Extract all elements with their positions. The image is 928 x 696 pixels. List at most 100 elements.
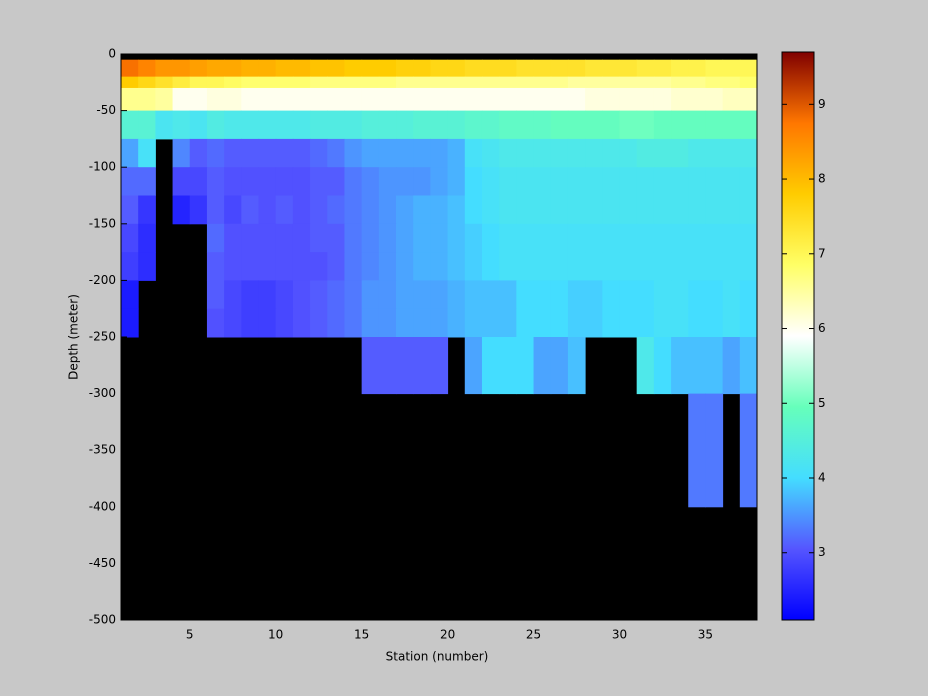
cell xyxy=(378,59,397,78)
cell xyxy=(258,87,277,112)
cell xyxy=(413,110,431,140)
cell xyxy=(275,195,294,225)
cell xyxy=(138,76,156,89)
cell xyxy=(292,87,311,112)
cell xyxy=(550,280,569,310)
cell xyxy=(499,138,517,168)
x-tick-label: 5 xyxy=(186,628,194,642)
cell xyxy=(550,87,569,112)
cell xyxy=(241,87,260,112)
cell xyxy=(206,223,225,253)
cell xyxy=(550,138,569,168)
cell xyxy=(396,87,414,112)
cell xyxy=(636,76,655,89)
cell xyxy=(206,280,225,310)
cell xyxy=(258,308,277,338)
cell xyxy=(464,308,483,338)
cell xyxy=(481,167,500,196)
cell xyxy=(688,280,706,310)
cell xyxy=(516,167,535,196)
y-tick-label: -100 xyxy=(89,160,116,174)
cell xyxy=(739,110,758,140)
cell xyxy=(121,87,139,112)
cell xyxy=(447,138,466,168)
cell xyxy=(138,252,156,281)
cell xyxy=(550,195,569,225)
cell xyxy=(739,138,758,168)
cell xyxy=(327,59,345,78)
cell xyxy=(636,337,655,395)
cell xyxy=(206,167,225,196)
cell xyxy=(172,138,191,168)
cell xyxy=(327,138,345,168)
cell xyxy=(602,59,620,78)
cell xyxy=(224,308,242,338)
cell xyxy=(241,195,260,225)
cell xyxy=(378,195,397,225)
cell xyxy=(602,280,620,310)
cell xyxy=(567,223,586,253)
cell xyxy=(413,280,431,310)
cell xyxy=(585,59,603,78)
cell xyxy=(671,59,689,78)
cell xyxy=(241,223,260,253)
cell xyxy=(619,76,638,89)
cell xyxy=(533,110,552,140)
cell xyxy=(464,337,483,395)
cell xyxy=(516,337,535,395)
cell xyxy=(705,280,724,310)
cell xyxy=(739,337,758,395)
cell xyxy=(189,167,208,196)
cell xyxy=(361,76,380,89)
cell xyxy=(310,87,328,112)
cell xyxy=(344,138,363,168)
cell xyxy=(361,337,380,395)
cell xyxy=(396,308,414,338)
cell xyxy=(636,59,655,78)
y-tick-label: 0 xyxy=(108,47,116,61)
cell xyxy=(481,76,500,89)
cell xyxy=(481,252,500,281)
cell xyxy=(464,76,483,89)
cell xyxy=(567,252,586,281)
cell xyxy=(241,280,260,310)
cell xyxy=(602,76,620,89)
cell xyxy=(705,337,724,395)
cell xyxy=(310,167,328,196)
cell xyxy=(327,87,345,112)
cell xyxy=(619,110,638,140)
cell xyxy=(206,195,225,225)
cell xyxy=(189,59,208,78)
cell xyxy=(292,252,311,281)
cell xyxy=(413,167,431,196)
cell xyxy=(722,252,741,281)
cell xyxy=(275,252,294,281)
cell xyxy=(722,337,741,395)
cell xyxy=(292,76,311,89)
cell xyxy=(653,252,672,281)
cell xyxy=(688,308,706,338)
cell xyxy=(121,252,139,281)
cell xyxy=(671,280,689,310)
cell xyxy=(653,87,672,112)
cell xyxy=(292,195,311,225)
cell xyxy=(172,195,191,225)
cell xyxy=(688,110,706,140)
cell xyxy=(567,195,586,225)
cell xyxy=(138,87,156,112)
cell xyxy=(602,110,620,140)
cell xyxy=(619,87,638,112)
cell xyxy=(688,195,706,225)
cell xyxy=(292,110,311,140)
cell xyxy=(516,223,535,253)
cell xyxy=(619,223,638,253)
cell xyxy=(550,252,569,281)
cell xyxy=(688,167,706,196)
colorbar-tick-label: 6 xyxy=(818,321,826,335)
cell xyxy=(533,138,552,168)
cell xyxy=(258,195,277,225)
y-tick-label: -500 xyxy=(89,613,116,627)
cell xyxy=(344,280,363,310)
cell xyxy=(602,223,620,253)
